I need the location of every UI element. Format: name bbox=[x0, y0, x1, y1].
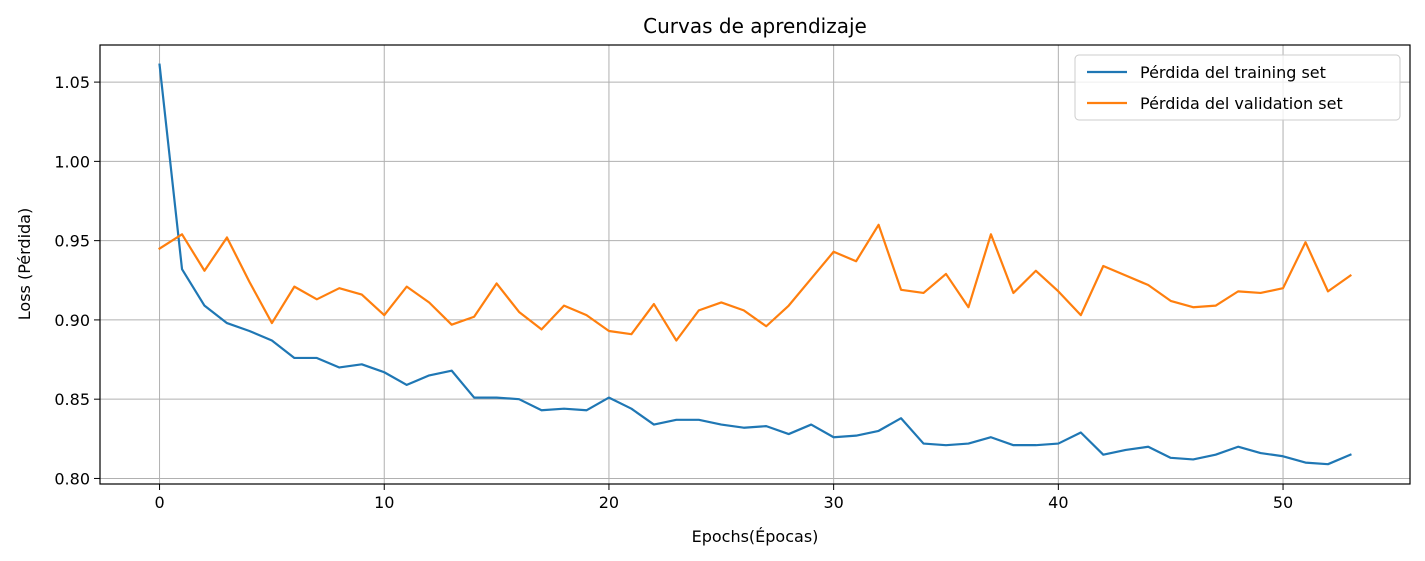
x-axis-ticks: 0 10 20 30 40 50 bbox=[154, 484, 1293, 512]
legend-label-validation: Pérdida del validation set bbox=[1140, 94, 1343, 113]
y-tick-label: 1.05 bbox=[54, 73, 90, 92]
legend-box bbox=[1074, 54, 1401, 121]
x-tick-label: 0 bbox=[154, 493, 164, 512]
x-tick-label: 30 bbox=[823, 493, 843, 512]
series-line-training bbox=[158, 63, 1352, 466]
x-tick-label: 50 bbox=[1273, 493, 1293, 512]
y-tick-label: 0.90 bbox=[54, 311, 90, 330]
x-tick-label: 10 bbox=[374, 493, 394, 512]
y-axis-ticks: 0.80 0.85 0.90 0.95 1.00 1.05 bbox=[54, 73, 100, 488]
x-tick-label: 40 bbox=[1048, 493, 1068, 512]
legend: Pérdida del training set Pérdida del val… bbox=[1074, 54, 1401, 121]
y-tick-label: 0.85 bbox=[54, 390, 90, 409]
y-tick-label: 1.00 bbox=[54, 152, 90, 171]
legend-label-training: Pérdida del training set bbox=[1140, 63, 1326, 82]
plot-frame bbox=[99, 44, 1411, 485]
y-tick-label: 0.95 bbox=[54, 232, 90, 251]
series-line-validation bbox=[158, 223, 1352, 342]
x-axis-title: Epochs(Épocas) bbox=[692, 527, 819, 546]
chart-title: Curvas de aprendizaje bbox=[643, 14, 867, 38]
series-lines bbox=[158, 63, 1352, 466]
y-axis-title: Loss (Pérdida) bbox=[15, 208, 34, 320]
y-tick-label: 0.80 bbox=[54, 469, 90, 488]
x-tick-label: 20 bbox=[599, 493, 619, 512]
